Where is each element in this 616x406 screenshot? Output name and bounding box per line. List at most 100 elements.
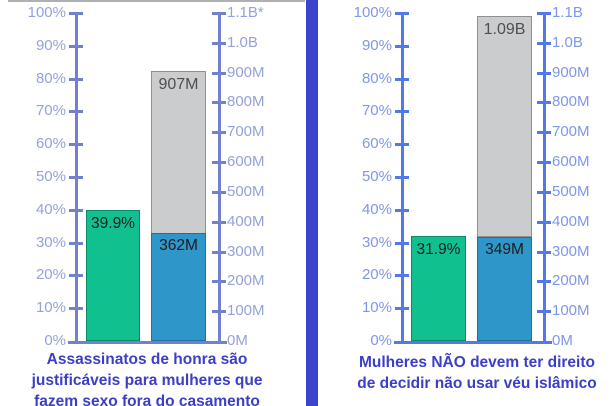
count-axis-tick [212, 191, 226, 194]
crop-artifact-line [8, 0, 305, 2]
count-tick-label: 1.0B [227, 34, 258, 51]
count-axis-tick [537, 280, 551, 283]
count-bar-remainder-segment [151, 71, 206, 234]
percent-tick-label: 0% [370, 332, 392, 349]
count-tick-label: 1.1B [552, 4, 583, 21]
count-axis-tick [212, 221, 226, 224]
count-bar-total-label: 1.09B [483, 21, 526, 38]
count-bar-value-label: 362M [159, 237, 198, 254]
percent-axis-tick [69, 274, 83, 277]
count-bar-agree-segment [151, 233, 206, 341]
percent-tick-label: 10% [35, 299, 66, 316]
count-tick-label: 200M [552, 272, 590, 289]
count-tick-label: 700M [552, 123, 590, 140]
percent-axis-tick [395, 45, 409, 48]
count-tick-label: 600M [552, 153, 590, 170]
count-axis-tick [212, 310, 226, 313]
axis-baseline [68, 341, 227, 344]
count-axis-tick [537, 101, 551, 104]
percent-tick-label: 80% [361, 70, 392, 87]
count-tick-label: 800M [552, 93, 590, 110]
count-axis-tick [212, 72, 226, 75]
count-tick-label: 0M [227, 332, 248, 349]
percent-axis-tick [69, 242, 83, 245]
count-tick-label: 1.0B [552, 34, 583, 51]
count-tick-label: 700M [227, 123, 265, 140]
count-axis-tick [212, 12, 226, 15]
count-bar-total-label: 907M [158, 76, 199, 93]
percent-axis-tick [395, 209, 409, 212]
percent-axis-tick [395, 12, 409, 15]
count-axis-line [543, 13, 546, 341]
count-axis-tick [537, 191, 551, 194]
count-axis-line [218, 13, 221, 341]
count-axis-tick [537, 131, 551, 134]
percent-axis-tick [69, 176, 83, 179]
count-tick-label: 300M [552, 243, 590, 260]
percent-tick-label: 40% [35, 201, 66, 218]
percent-tick-label: 100% [353, 4, 392, 21]
percent-axis-tick [395, 242, 409, 245]
count-axis-tick [212, 280, 226, 283]
count-axis-tick [212, 101, 226, 104]
count-tick-label: 300M [227, 243, 265, 260]
count-tick-label: 0M [552, 332, 573, 349]
count-tick-label: 400M [552, 213, 590, 230]
percent-axis-tick [395, 143, 409, 146]
percent-bar-value-label: 39.9% [91, 215, 135, 232]
count-tick-label: 900M [227, 64, 265, 81]
count-tick-label: 900M [552, 64, 590, 81]
count-axis-tick [537, 72, 551, 75]
caption-line: Mulheres NÃO devem ter direito [358, 354, 595, 371]
percent-tick-label: 90% [35, 37, 66, 54]
percent-tick-label: 100% [27, 4, 66, 21]
percent-axis-tick [395, 78, 409, 81]
percent-axis-tick [69, 143, 83, 146]
percent-tick-label: 80% [35, 70, 66, 87]
percent-tick-label: 50% [361, 168, 392, 185]
percent-axis-tick [395, 110, 409, 113]
percent-axis-tick [69, 209, 83, 212]
percent-tick-label: 60% [35, 135, 66, 152]
caption-line: fazem sexo fora do casamento [34, 393, 260, 406]
count-tick-label: 1.1B* [227, 4, 264, 21]
percent-bar-value-label: 31.9% [416, 241, 461, 258]
count-tick-label: 600M [227, 153, 265, 170]
axis-baseline [394, 341, 552, 344]
percent-tick-label: 10% [361, 299, 392, 316]
count-tick-label: 800M [227, 93, 265, 110]
percent-bar [86, 210, 140, 341]
percent-axis-tick [395, 176, 409, 179]
count-tick-label: 100M [227, 302, 265, 319]
count-axis-tick [537, 310, 551, 313]
vertical-divider [306, 0, 318, 406]
count-axis-tick [537, 221, 551, 224]
percent-tick-label: 30% [35, 234, 66, 251]
percent-tick-label: 0% [44, 332, 66, 349]
count-axis-tick [212, 42, 226, 45]
count-bar-remainder-segment [477, 16, 532, 237]
count-axis-tick [537, 251, 551, 254]
count-axis-tick [537, 161, 551, 164]
percent-tick-label: 90% [361, 37, 392, 54]
percent-tick-label: 70% [361, 102, 392, 119]
percent-axis-tick [395, 274, 409, 277]
count-tick-label: 500M [227, 183, 265, 200]
percent-tick-label: 70% [35, 102, 66, 119]
percent-tick-label: 20% [35, 266, 66, 283]
count-tick-label: 200M [227, 272, 265, 289]
caption-line: justificáveis para mulheres que [31, 372, 263, 389]
count-axis-tick [212, 161, 226, 164]
count-tick-label: 100M [552, 302, 590, 319]
percent-axis-tick [69, 12, 83, 15]
count-axis-tick [212, 131, 226, 134]
percent-tick-label: 20% [361, 266, 392, 283]
percent-axis-tick [69, 78, 83, 81]
count-bar-agree-segment [477, 237, 532, 341]
chart-caption: Assassinatos de honra são justificáveis p… [7, 349, 287, 406]
percent-axis-tick [69, 45, 83, 48]
count-axis-tick [537, 42, 551, 45]
count-tick-label: 400M [227, 213, 265, 230]
count-bar-value-label: 349M [485, 241, 524, 258]
